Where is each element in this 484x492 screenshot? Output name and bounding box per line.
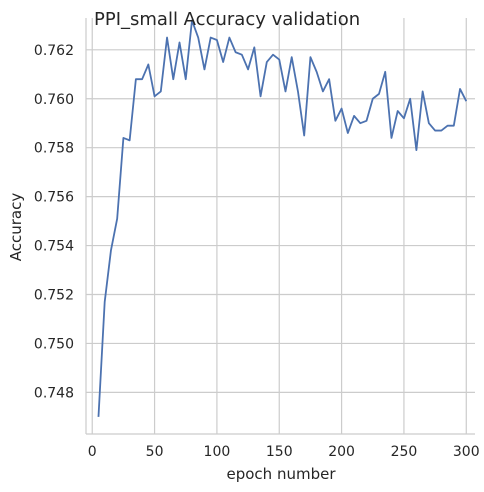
y-tick-labels: 0.748 0.750 0.752 0.754 0.756 0.758 0.760 0.762 <box>34 43 74 402</box>
x-tick-labels: 0 50 100 150 200 250 300 <box>88 444 480 460</box>
x-tick-label: 50 <box>146 444 164 460</box>
gridlines <box>86 18 475 434</box>
x-axis-label: epoch number <box>227 465 337 483</box>
x-tick-label: 250 <box>391 444 418 460</box>
y-tick-label: 0.758 <box>34 141 74 157</box>
x-tick-label: 300 <box>453 444 480 460</box>
y-tick-label: 0.756 <box>34 190 74 206</box>
x-tick-label: 200 <box>328 444 355 460</box>
x-tick-label: 150 <box>266 444 293 460</box>
series-layer <box>97 19 468 417</box>
y-axis-label: Accuracy <box>7 193 25 262</box>
y-tick-label: 0.762 <box>34 43 74 59</box>
chart-title: PPI_small Accuracy validation <box>94 9 360 30</box>
y-tick-label: 0.748 <box>34 385 74 401</box>
y-tick-label: 0.754 <box>34 239 74 255</box>
axis-spines <box>85 18 475 435</box>
y-tick-label: 0.760 <box>34 92 74 108</box>
y-tick-label: 0.750 <box>34 336 74 352</box>
y-tick-label: 0.752 <box>34 288 74 304</box>
x-tick-label: 100 <box>204 444 231 460</box>
x-tick-label: 0 <box>88 444 97 460</box>
accuracy-series-line <box>97 19 468 417</box>
